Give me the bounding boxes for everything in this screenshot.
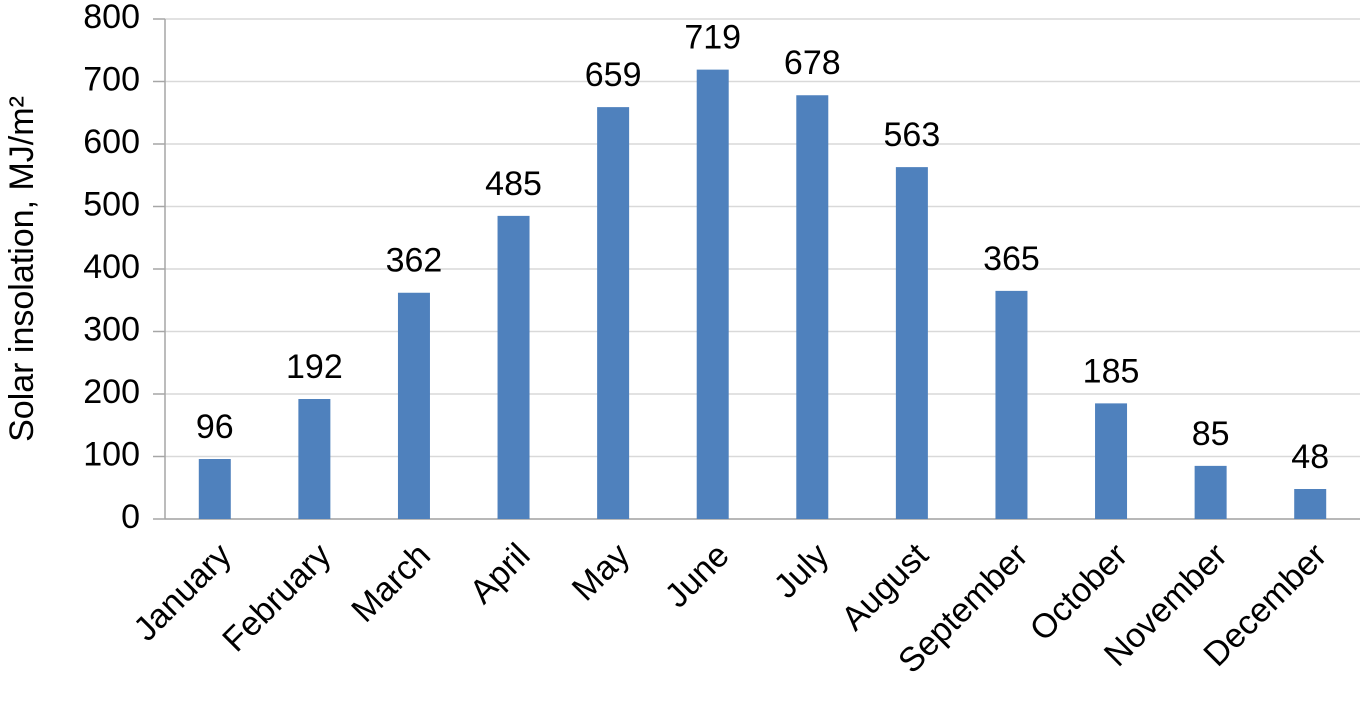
bar <box>497 215 530 519</box>
y-tick-label: 800 <box>83 0 140 36</box>
x-tick-label: April <box>463 536 538 611</box>
y-tick-label: 100 <box>83 435 140 473</box>
x-tick-label: March <box>344 536 438 630</box>
y-tick-label: 500 <box>83 185 140 223</box>
y-tick-label: 0 <box>121 498 140 536</box>
y-axis-label: Solar insolation, MJ/m² <box>3 96 41 442</box>
data-label: 659 <box>585 56 642 94</box>
data-label: 365 <box>983 240 1040 278</box>
y-tick-label: 600 <box>83 123 140 161</box>
data-label: 192 <box>286 348 343 386</box>
data-label: 185 <box>1083 352 1140 390</box>
data-label: 362 <box>386 242 443 280</box>
bar <box>1294 489 1327 519</box>
y-tick-label: 400 <box>83 248 140 286</box>
data-label: 719 <box>684 19 741 57</box>
x-tick-label: July <box>767 536 837 606</box>
data-label: 85 <box>1192 415 1230 453</box>
bar <box>1095 403 1128 519</box>
data-label: 678 <box>784 44 841 82</box>
data-label: 96 <box>196 408 234 446</box>
data-label: 563 <box>884 116 941 154</box>
x-tick-label: June <box>658 536 737 615</box>
bar <box>1194 465 1227 519</box>
bar <box>696 69 729 519</box>
bar <box>796 95 829 519</box>
x-tick-label: February <box>215 536 338 659</box>
data-label: 485 <box>485 165 542 203</box>
bar <box>298 399 331 519</box>
y-tick-label: 700 <box>83 60 140 98</box>
bar <box>198 459 231 519</box>
x-tick-label: May <box>565 536 637 608</box>
bar <box>995 290 1028 519</box>
y-tick-label: 300 <box>83 310 140 348</box>
bar <box>597 107 630 519</box>
y-tick-label: 200 <box>83 373 140 411</box>
bar <box>397 292 430 519</box>
data-label: 48 <box>1291 438 1329 476</box>
bar <box>895 167 928 519</box>
